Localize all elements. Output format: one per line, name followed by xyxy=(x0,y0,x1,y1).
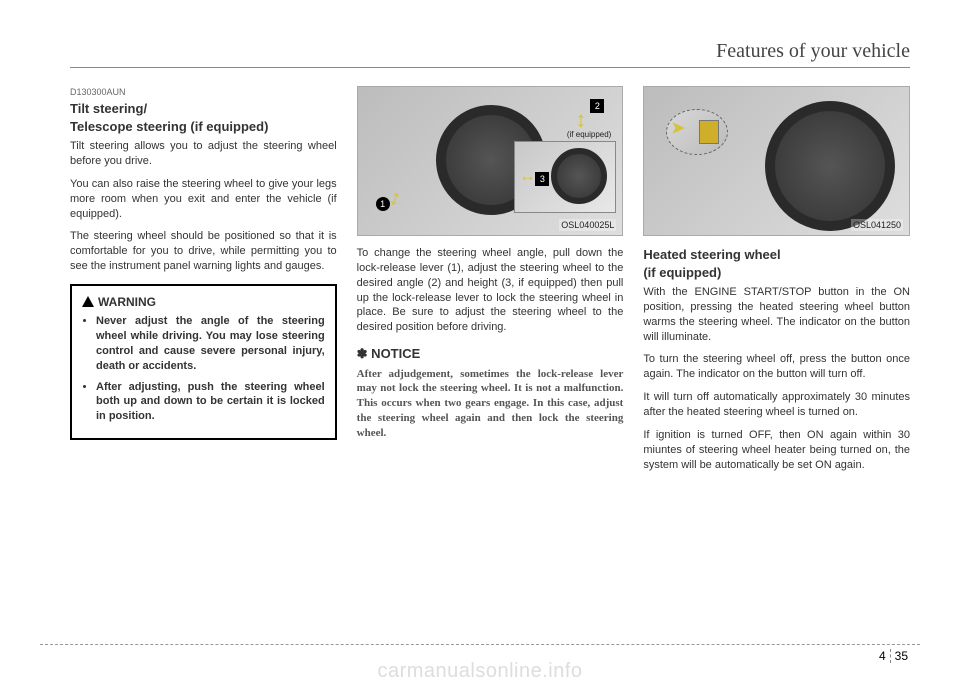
chapter-header: Features of your vehicle xyxy=(70,40,910,63)
section-title: Tilt steering/ Telescope steering (if eq… xyxy=(70,100,337,135)
column-2: 1 ↕ 2 ↕ (if equipped) 3 ↔ OSL040025L To … xyxy=(357,86,624,480)
title-line1: Tilt steering/ xyxy=(70,101,147,116)
inset-label: (if equipped) xyxy=(567,130,611,141)
tilt-steering-figure: 1 ↕ 2 ↕ (if equipped) 3 ↔ OSL040025L xyxy=(357,86,624,236)
paragraph: The steering wheel should be positioned … xyxy=(70,229,337,274)
warning-item: After adjusting, push the steering wheel… xyxy=(96,380,325,425)
notice-title: ✽ NOTICE xyxy=(357,345,624,363)
button-inset: ➤ xyxy=(666,109,728,155)
warning-box: WARNING Never adjust the angle of the st… xyxy=(70,284,337,440)
page: Features of your vehicle D130300AUN Tilt… xyxy=(0,0,960,689)
warning-list: Never adjust the angle of the steering w… xyxy=(82,314,325,424)
heater-button-icon xyxy=(699,120,719,144)
steering-wheel-graphic xyxy=(765,101,895,231)
doc-code: D130300AUN xyxy=(70,86,337,98)
title-line2: Telescope steering (if equipped) xyxy=(70,119,268,134)
warning-title: WARNING xyxy=(82,294,325,310)
footer-dashed-line xyxy=(40,644,920,645)
paragraph: Tilt steering allows you to adjust the s… xyxy=(70,139,337,169)
paragraph: With the ENGINE START/STOP button in the… xyxy=(643,285,910,344)
title-line2: (if equipped) xyxy=(643,265,721,280)
paragraph: It will turn off automatically approxima… xyxy=(643,390,910,420)
heated-wheel-figure: ➤ OSL041250 xyxy=(643,86,910,236)
callout-3: 3 xyxy=(535,172,549,186)
column-3: ➤ OSL041250 Heated steering wheel (if eq… xyxy=(643,86,910,480)
title-line1: Heated steering wheel xyxy=(643,247,780,262)
section-title: Heated steering wheel (if equipped) xyxy=(643,246,910,281)
header-rule xyxy=(70,67,910,68)
column-1: D130300AUN Tilt steering/ Telescope stee… xyxy=(70,86,337,480)
figure-code: OSL041250 xyxy=(851,219,903,231)
warning-item: Never adjust the angle of the steering w… xyxy=(96,314,325,373)
arrow-icon: ↕ xyxy=(385,182,405,214)
callout-2: 2 xyxy=(590,99,604,113)
warning-label: WARNING xyxy=(98,295,156,309)
pointer-arrow-icon: ➤ xyxy=(671,118,684,140)
steering-wheel-graphic xyxy=(551,148,607,204)
paragraph: To turn the steering wheel off, press th… xyxy=(643,352,910,382)
warning-triangle-icon xyxy=(82,296,94,307)
notice-body: After adjudgement, sometimes the lock-re… xyxy=(357,367,624,441)
arrow-icon: ↔ xyxy=(519,166,535,188)
watermark: carmanualsonline.info xyxy=(0,660,960,683)
figure-code: OSL040025L xyxy=(559,219,616,231)
paragraph: To change the steering wheel angle, pull… xyxy=(357,246,624,335)
paragraph: If ignition is turned OFF, then ON again… xyxy=(643,428,910,473)
paragraph: You can also raise the steering wheel to… xyxy=(70,177,337,222)
inset-figure: (if equipped) 3 ↔ xyxy=(514,141,616,213)
column-container: D130300AUN Tilt steering/ Telescope stee… xyxy=(70,86,910,480)
